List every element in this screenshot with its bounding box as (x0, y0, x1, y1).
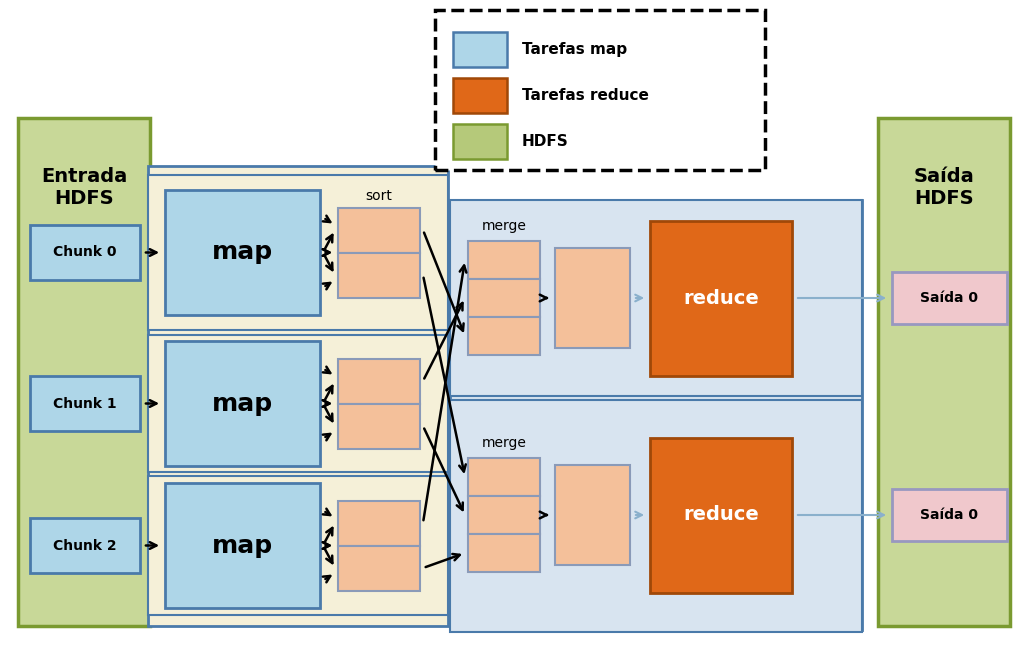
Bar (18, 118, 150, 626)
Bar (650, 438, 792, 593)
Bar (30, 225, 140, 280)
Bar (450, 200, 862, 630)
Text: Saída
HDFS: Saída HDFS (913, 168, 975, 208)
Bar (148, 476, 449, 615)
Text: Chunk 2: Chunk 2 (53, 538, 117, 552)
Bar (338, 208, 420, 253)
Bar (338, 404, 420, 448)
Bar (468, 458, 540, 496)
Bar (148, 166, 449, 626)
Bar (165, 341, 319, 466)
Text: reduce: reduce (683, 288, 759, 308)
Bar (450, 200, 862, 396)
Bar (450, 400, 862, 632)
Text: reduce: reduce (683, 505, 759, 524)
Text: HDFS: HDFS (522, 134, 568, 149)
Text: Chunk 1: Chunk 1 (53, 396, 117, 410)
Bar (468, 534, 540, 572)
Bar (892, 272, 1007, 324)
Text: Saída 0: Saída 0 (921, 291, 979, 305)
Bar (892, 489, 1007, 541)
Bar (650, 221, 792, 375)
Text: merge: merge (481, 436, 526, 450)
Bar (555, 465, 630, 565)
Text: map: map (212, 391, 273, 416)
Bar (338, 253, 420, 298)
Text: merge: merge (481, 219, 526, 233)
Bar (165, 190, 319, 315)
Bar (165, 483, 319, 608)
Bar (30, 518, 140, 573)
Bar (30, 376, 140, 431)
Bar (338, 546, 420, 591)
Bar (468, 241, 540, 279)
Bar (468, 496, 540, 534)
Text: Saída 0: Saída 0 (921, 508, 979, 522)
Bar (453, 78, 507, 113)
Bar (453, 124, 507, 159)
Text: Chunk 0: Chunk 0 (53, 245, 117, 259)
Text: map: map (212, 241, 273, 265)
Text: map: map (212, 534, 273, 558)
Bar (468, 279, 540, 317)
Bar (878, 118, 1010, 626)
Text: Tarefas map: Tarefas map (522, 42, 627, 57)
Bar (338, 501, 420, 546)
Bar (435, 10, 765, 170)
Bar (468, 317, 540, 355)
Bar (555, 248, 630, 348)
Bar (453, 32, 507, 67)
Text: Tarefas reduce: Tarefas reduce (522, 88, 649, 103)
Bar (148, 175, 449, 330)
Bar (338, 359, 420, 404)
Bar (148, 335, 449, 472)
Text: sort: sort (366, 188, 392, 202)
Text: Entrada
HDFS: Entrada HDFS (41, 168, 127, 208)
